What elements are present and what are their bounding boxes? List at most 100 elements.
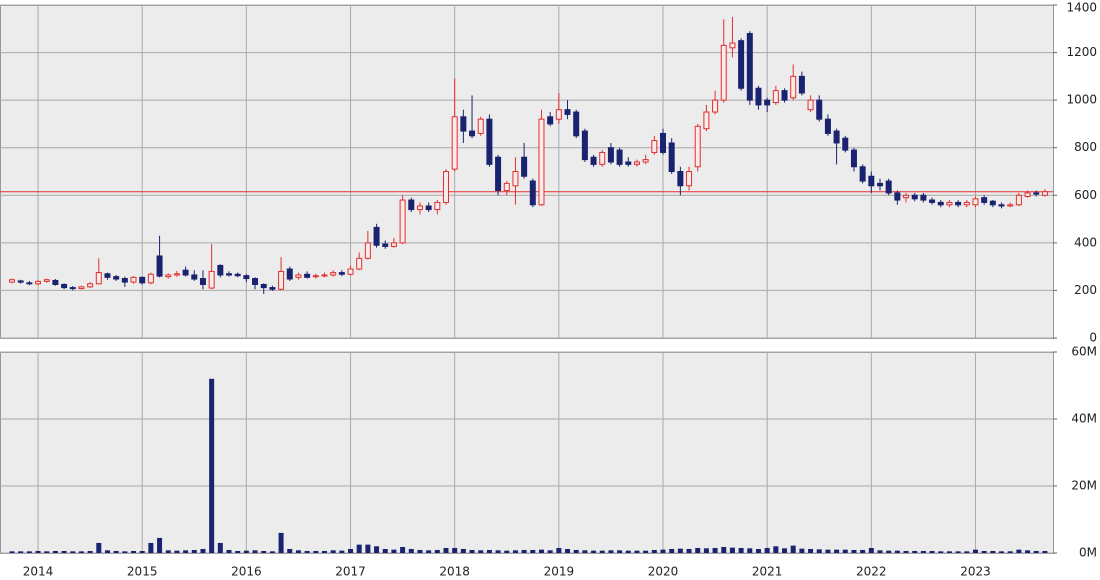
x-tick-label: 2015 bbox=[127, 565, 158, 579]
marks bbox=[0, 16, 1053, 553]
candle-body bbox=[356, 257, 363, 270]
candle-body bbox=[243, 275, 250, 280]
candle-body bbox=[1015, 194, 1022, 206]
candle-body bbox=[633, 161, 640, 165]
volume-bar bbox=[469, 549, 475, 553]
volume-bar bbox=[799, 548, 805, 553]
volume-bar bbox=[261, 550, 267, 553]
volume-bar bbox=[313, 550, 319, 553]
volume-bar bbox=[894, 550, 900, 553]
volume-bar bbox=[868, 547, 874, 553]
volume-bar bbox=[929, 550, 935, 553]
volume-bar bbox=[278, 532, 284, 553]
volume-panel bbox=[0, 352, 1054, 554]
candle-body bbox=[651, 140, 658, 153]
volume-bar bbox=[625, 550, 631, 553]
volume-bar bbox=[582, 550, 588, 553]
volume-bar bbox=[521, 549, 527, 553]
candle-body bbox=[946, 201, 953, 206]
candle-body bbox=[104, 273, 111, 278]
volume-bar bbox=[478, 550, 484, 553]
candle-body bbox=[599, 151, 606, 165]
volume-bar bbox=[712, 547, 718, 553]
volume-bar bbox=[920, 550, 926, 553]
volume-bar bbox=[990, 550, 996, 553]
volume-bar bbox=[816, 549, 822, 553]
candle-body bbox=[720, 44, 727, 101]
x-tick-label: 2017 bbox=[335, 565, 366, 579]
volume-bar bbox=[426, 550, 432, 553]
candle-body bbox=[555, 109, 562, 120]
candle-body bbox=[460, 116, 467, 132]
candle-body bbox=[226, 273, 232, 276]
candle-body bbox=[434, 201, 441, 211]
candle-body bbox=[859, 166, 866, 182]
candle-body bbox=[937, 201, 944, 206]
y2-tick-label: 0M bbox=[1079, 546, 1097, 560]
candle-body bbox=[746, 33, 753, 101]
volume-bar bbox=[235, 550, 241, 553]
candle-body bbox=[495, 156, 502, 192]
volume-bar bbox=[18, 551, 24, 553]
volume-bar bbox=[695, 547, 701, 553]
candle-body bbox=[416, 205, 423, 211]
candle-body bbox=[408, 199, 415, 211]
candle-body bbox=[43, 279, 50, 282]
volume-bar bbox=[1033, 550, 1039, 553]
volume-bar bbox=[104, 550, 110, 553]
volume-bar bbox=[96, 542, 102, 553]
candle-body bbox=[894, 192, 901, 201]
volume-bar bbox=[721, 546, 727, 553]
candle-body bbox=[425, 205, 432, 211]
volume-bar bbox=[157, 537, 163, 553]
candle-body bbox=[252, 278, 259, 285]
y2-tick-label: 40M bbox=[1071, 412, 1097, 426]
candle-body bbox=[642, 159, 649, 163]
volume-bar bbox=[972, 549, 978, 553]
volume-bar bbox=[1016, 549, 1022, 553]
volume-bar bbox=[773, 546, 779, 553]
candle-body bbox=[877, 182, 883, 187]
candle-body bbox=[998, 204, 1005, 207]
candle-body bbox=[607, 147, 614, 163]
x-tick-label: 2014 bbox=[23, 565, 54, 579]
candle-body bbox=[78, 286, 85, 290]
volume-bar bbox=[252, 550, 258, 553]
candle-body bbox=[790, 75, 797, 99]
candle-body bbox=[486, 118, 493, 165]
volume-bar bbox=[860, 549, 866, 553]
candle-body bbox=[191, 274, 198, 280]
x-tick-label: 2022 bbox=[856, 565, 887, 579]
volume-bar bbox=[61, 550, 67, 553]
y-tick-label: 400 bbox=[1074, 235, 1097, 249]
x-tick-label: 2016 bbox=[231, 565, 262, 579]
volume-bar bbox=[538, 549, 544, 553]
volume-bar bbox=[834, 549, 840, 553]
volume-bar bbox=[599, 550, 605, 553]
volume-bar bbox=[677, 548, 683, 553]
volume-bar bbox=[547, 550, 553, 553]
candle-body bbox=[26, 282, 33, 285]
volume-bar bbox=[330, 550, 336, 553]
volume-bar bbox=[981, 550, 987, 553]
volume-bar bbox=[1025, 550, 1031, 553]
grid bbox=[0, 4, 1057, 554]
y-tick-label: 1400 bbox=[1066, 1, 1097, 15]
volume-bar bbox=[782, 548, 788, 553]
candle-body bbox=[981, 197, 988, 203]
candle-body bbox=[156, 255, 163, 277]
y-tick-label: 800 bbox=[1074, 140, 1097, 154]
volume-bar bbox=[486, 549, 492, 553]
candle-body bbox=[807, 99, 814, 111]
volume-bar bbox=[295, 550, 301, 553]
candle-body bbox=[139, 276, 146, 284]
volume-bar bbox=[495, 550, 501, 553]
volume-bar bbox=[26, 551, 32, 553]
volume-bar bbox=[643, 550, 649, 553]
x-tick-label: 2019 bbox=[544, 565, 575, 579]
candle-body bbox=[703, 111, 710, 130]
y-tick-label: 200 bbox=[1074, 283, 1097, 297]
volume-bar bbox=[669, 548, 675, 553]
candle-body bbox=[547, 116, 554, 125]
